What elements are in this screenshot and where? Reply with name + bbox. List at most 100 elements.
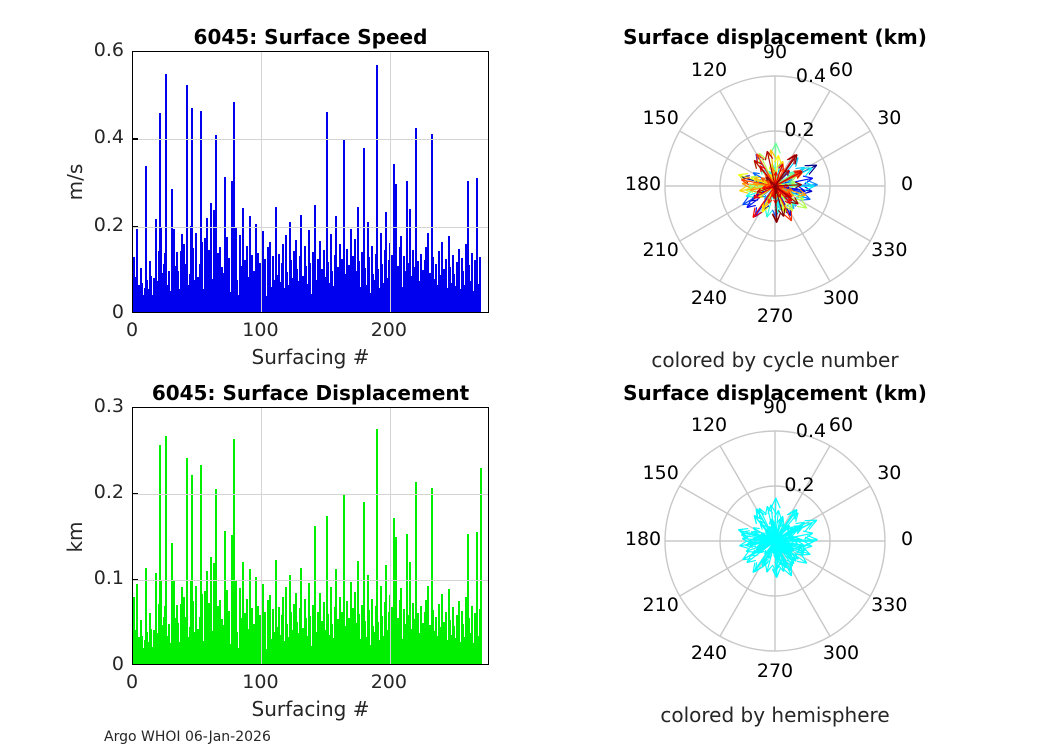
bar — [324, 629, 327, 664]
bar — [304, 598, 307, 664]
bar — [293, 291, 296, 312]
bar — [274, 559, 277, 664]
bar — [444, 281, 447, 312]
bar — [465, 274, 468, 312]
polar-arrow — [740, 532, 776, 542]
bar — [161, 273, 164, 312]
bar — [444, 633, 447, 664]
bar — [274, 206, 277, 312]
bar — [356, 207, 359, 312]
bar — [144, 567, 147, 664]
bar — [332, 286, 335, 312]
bar — [233, 102, 236, 312]
bar — [429, 288, 432, 312]
polar-arrow — [756, 540, 776, 549]
bar — [314, 526, 317, 664]
bar — [307, 583, 310, 664]
bar — [277, 291, 280, 312]
bar — [297, 281, 300, 312]
gridline-horizontal — [133, 580, 488, 581]
bar — [166, 636, 169, 664]
bar — [241, 636, 244, 664]
bar — [287, 637, 290, 664]
footer-credit: Argo WHOI 06-Jan-2026 — [104, 729, 271, 745]
y-tick-label: 0.2 — [93, 213, 124, 236]
chart-title-polar-hemisphere: Surface displacement (km) — [623, 381, 927, 405]
polar-angle-label: 0 — [900, 528, 914, 550]
bar — [313, 272, 316, 312]
bar — [197, 276, 200, 312]
polar-arrow — [752, 185, 776, 218]
bar — [402, 256, 405, 312]
bar — [167, 623, 170, 664]
bar — [464, 596, 467, 664]
bar — [189, 226, 192, 312]
bar — [409, 208, 412, 312]
bar — [164, 253, 167, 312]
bar — [193, 632, 196, 664]
bar — [341, 258, 344, 312]
bar — [460, 257, 463, 312]
bar — [188, 627, 191, 664]
bar — [373, 280, 376, 312]
bar — [261, 231, 264, 312]
bar — [137, 644, 140, 664]
bar — [440, 291, 443, 312]
bar — [291, 629, 294, 664]
polar-angle-label: 150 — [642, 107, 679, 129]
bar — [215, 489, 218, 664]
bar — [323, 602, 326, 664]
polar-angle-label: 180 — [624, 173, 662, 195]
bar — [261, 584, 264, 664]
bar — [219, 600, 222, 664]
bar — [273, 279, 276, 312]
bar — [291, 277, 294, 312]
polar-ring — [664, 75, 886, 297]
bar — [346, 248, 349, 312]
y-tick-mark — [132, 138, 138, 140]
bar — [383, 249, 386, 312]
polar-arrow — [765, 531, 776, 542]
bar — [446, 287, 449, 312]
bar — [420, 642, 423, 664]
bar — [144, 165, 147, 312]
bar — [178, 289, 181, 312]
bar — [316, 259, 319, 312]
bar — [229, 292, 232, 312]
polar-angle-label: 0 — [900, 173, 914, 195]
bar — [252, 623, 255, 664]
bar — [359, 639, 362, 664]
bar — [381, 615, 384, 664]
bar — [173, 581, 176, 664]
bar — [474, 622, 477, 664]
bar — [175, 604, 178, 664]
bar — [463, 637, 466, 664]
bar — [310, 645, 313, 664]
bar — [173, 228, 176, 312]
bar — [392, 163, 395, 312]
bar — [435, 616, 438, 664]
bar — [361, 276, 364, 312]
bar — [297, 633, 300, 664]
bar — [256, 252, 259, 312]
bar — [232, 256, 235, 312]
polar-angle-label: 30 — [877, 107, 902, 129]
bar — [378, 287, 381, 312]
bar — [377, 621, 380, 664]
bar — [442, 269, 445, 312]
bar — [133, 256, 136, 312]
bar — [201, 594, 204, 664]
bar — [342, 139, 345, 312]
bar — [375, 64, 378, 312]
bar — [264, 259, 267, 312]
bar — [408, 284, 411, 312]
bar — [203, 590, 206, 664]
bar — [422, 270, 425, 312]
bar — [179, 250, 182, 312]
bar — [262, 635, 265, 664]
y-tick-mark — [132, 493, 138, 495]
bar — [237, 647, 240, 664]
bar — [427, 585, 430, 664]
bar — [396, 618, 399, 664]
bar — [349, 633, 352, 664]
